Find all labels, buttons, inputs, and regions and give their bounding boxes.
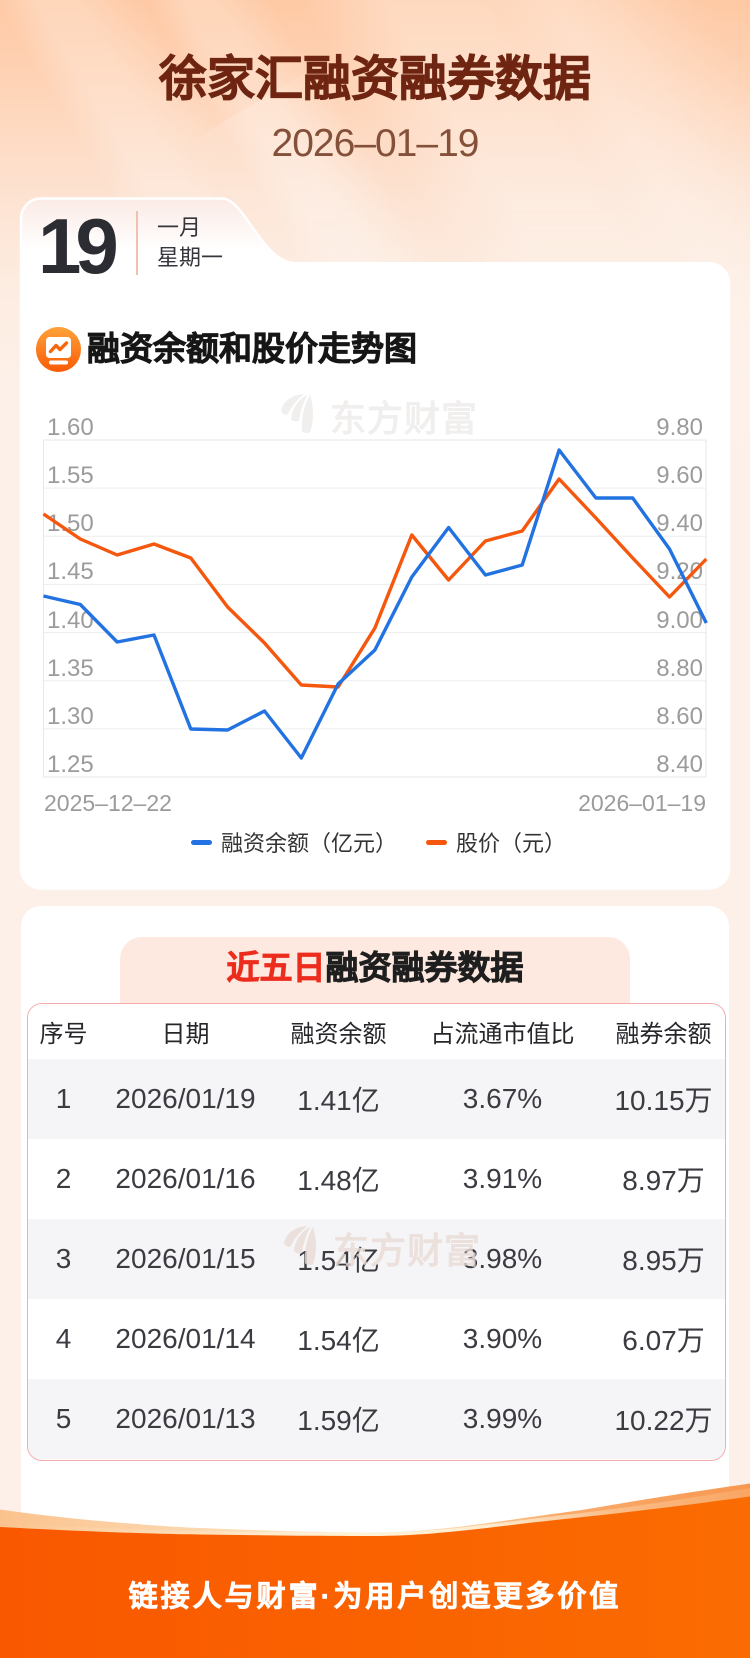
svg-text:9.00: 9.00 — [656, 607, 703, 634]
svg-text:9.40: 9.40 — [656, 510, 703, 537]
svg-text:8.60: 8.60 — [656, 703, 703, 730]
svg-text:9.60: 9.60 — [656, 462, 703, 489]
svg-text:2025–12–22: 2025–12–22 — [44, 790, 172, 816]
svg-text:1.30: 1.30 — [47, 703, 94, 730]
svg-text:1.55: 1.55 — [47, 462, 94, 489]
svg-text:1.35: 1.35 — [47, 655, 94, 682]
svg-text:8.80: 8.80 — [656, 655, 703, 682]
svg-text:1.25: 1.25 — [47, 751, 94, 778]
svg-text:8.40: 8.40 — [656, 751, 703, 778]
svg-text:东方财富: 东方财富 — [333, 1230, 481, 1271]
svg-text:1.45: 1.45 — [47, 558, 94, 585]
svg-text:9.80: 9.80 — [656, 414, 703, 441]
svg-text:1.60: 1.60 — [47, 414, 94, 441]
svg-text:2026–01–19: 2026–01–19 — [578, 790, 706, 816]
svg-text:东方财富: 东方财富 — [330, 398, 478, 439]
